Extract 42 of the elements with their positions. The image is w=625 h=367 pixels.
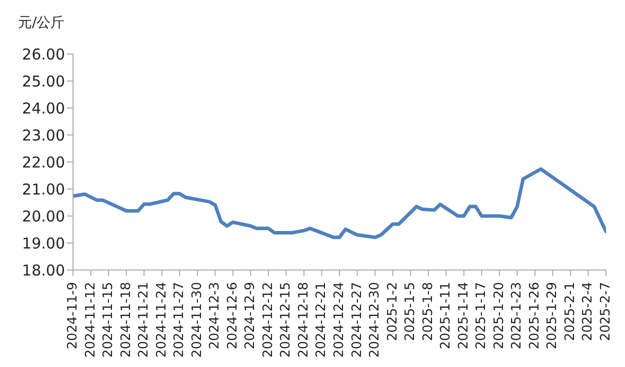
x-tick-label: 2024-12-30 [368, 282, 383, 358]
x-tick-label: 2024-12-3 [208, 282, 223, 350]
x-tick-label: 2024-11-9 [66, 282, 80, 350]
x-tick-label: 2025-1-14 [456, 282, 472, 350]
x-tick-label: 2024-11-21 [136, 282, 152, 358]
x-tick-label: 2025-1-2 [385, 282, 400, 342]
y-tick-label: 25.00 [22, 72, 65, 90]
x-tick-label: 2024-12-21 [314, 282, 330, 358]
x-tick-label: 2024-11-12 [83, 282, 98, 358]
x-tick-label: 2024-11-24 [154, 282, 170, 358]
y-tick-label: 26.00 [22, 45, 65, 64]
y-tick-label: 18.00 [22, 261, 65, 280]
x-tick-label: 2025-1-29 [545, 282, 560, 350]
x-tick-label: 2025-1-8 [420, 282, 436, 342]
y-tick-label: 23.00 [22, 126, 65, 144]
x-tick-label: 2025-1-23 [510, 282, 525, 350]
x-tick-label: 2024-11-27 [172, 282, 188, 358]
y-tick-label: 24.00 [22, 99, 65, 118]
x-tick-label: 2024-12-24 [332, 282, 347, 358]
x-tick-label: 2024-12-9 [243, 282, 258, 350]
y-tick-label: 20.00 [22, 207, 65, 226]
x-tick-label: 2024-11-15 [101, 282, 116, 358]
x-tick-label: 2024-12-12 [260, 282, 276, 358]
x-tick-label: 2025-2-4 [580, 282, 596, 342]
x-tick-label: 2025-2-1 [562, 282, 578, 342]
y-tick-label: 19.00 [22, 234, 65, 252]
x-tick-label: 2025-1-26 [527, 282, 542, 350]
x-tick-label: 2024-12-18 [296, 282, 312, 358]
x-tick-label: 2024-12-6 [225, 282, 240, 350]
x-tick-label: 2025-2-7 [598, 282, 614, 342]
x-tick-label: 2025-1-11 [438, 282, 454, 350]
x-tick-label: 2024-12-15 [278, 282, 294, 358]
x-tick-label: 2025-1-5 [403, 282, 418, 342]
x-tick-label: 2025-1-17 [474, 282, 490, 350]
x-tick-label: 2024-11-18 [118, 282, 134, 358]
line-series [73, 167, 606, 240]
x-tick-label: 2024-11-30 [190, 282, 205, 358]
y-axis-title: 元/公斤 [18, 14, 65, 32]
x-tick-label: 2025-1-20 [492, 282, 507, 350]
x-tick-label: 2024-12-27 [350, 282, 365, 358]
y-tick-label: 22.00 [22, 153, 65, 172]
y-tick-label: 21.00 [22, 180, 65, 198]
